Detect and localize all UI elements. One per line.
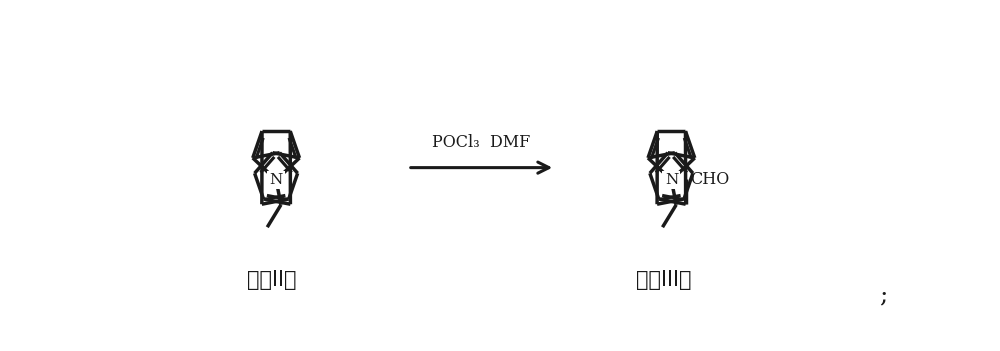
Text: N: N: [270, 173, 283, 187]
Text: ;: ;: [879, 284, 887, 307]
Text: N: N: [665, 173, 678, 187]
Text: POCl₃  DMF: POCl₃ DMF: [432, 134, 531, 151]
Text: CHO: CHO: [690, 171, 730, 188]
Text: 式（II）: 式（II）: [248, 270, 297, 290]
Text: 式（III）: 式（III）: [636, 270, 691, 290]
